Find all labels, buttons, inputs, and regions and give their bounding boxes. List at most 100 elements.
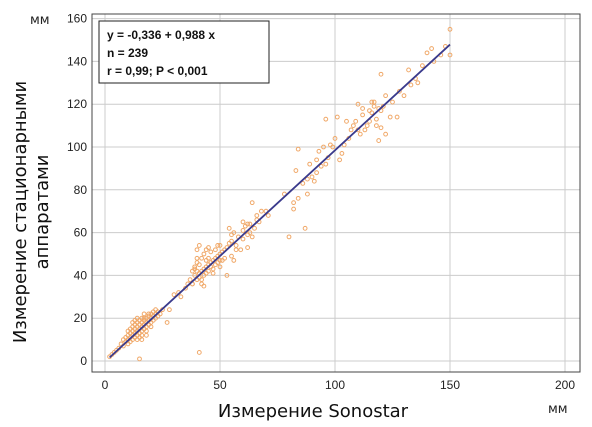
data-point (201, 251, 207, 257)
grid (92, 14, 580, 372)
data-point (390, 99, 395, 105)
data-point (206, 245, 211, 250)
y-tick-label: 0 (80, 354, 87, 368)
data-point (217, 243, 223, 248)
x-unit-label: мм (548, 402, 568, 417)
data-point (210, 270, 216, 276)
data-point (240, 228, 246, 233)
data-point (141, 315, 147, 321)
data-point (265, 213, 271, 218)
data-point (408, 82, 414, 88)
data-point (369, 110, 375, 116)
data-point (125, 328, 131, 334)
data-point (194, 255, 200, 261)
x-tick-label: 50 (213, 378, 227, 392)
data-point (127, 339, 133, 345)
data-point (307, 161, 313, 167)
data-point (134, 315, 140, 321)
data-point (305, 176, 310, 182)
stats-n: n = 239 (107, 46, 148, 60)
x-tick-label: 0 (102, 378, 109, 392)
data-point (424, 50, 430, 56)
data-point (233, 247, 239, 253)
y-axis-title: Измерение стационарными аппаратами (10, 81, 53, 343)
data-point (196, 262, 202, 268)
data-point (233, 243, 239, 248)
data-point (406, 67, 412, 73)
data-point (311, 178, 317, 184)
data-point (153, 307, 159, 313)
x-axis-title: Измерение Sonostar (218, 401, 409, 422)
data-point (291, 200, 297, 206)
data-point (369, 99, 375, 105)
data-point (318, 163, 324, 169)
y-axis-ticks: 0 20 40 60 80 100 120 140 160 (67, 12, 87, 368)
data-point (447, 26, 453, 32)
data-point (447, 52, 453, 58)
data-point (238, 247, 244, 253)
data-point (229, 253, 234, 259)
data-point (387, 114, 393, 120)
data-point (309, 174, 315, 180)
data-point (164, 320, 170, 325)
data-point (192, 273, 198, 278)
data-point (217, 258, 223, 263)
data-point (249, 234, 255, 240)
data-point (196, 350, 202, 355)
data-point (330, 144, 336, 150)
data-point (148, 324, 154, 330)
data-point (355, 101, 361, 107)
data-point (415, 80, 421, 86)
data-point (229, 238, 234, 244)
data-point (208, 249, 214, 255)
data-point (213, 247, 218, 253)
data-point (383, 131, 389, 137)
data-point (167, 307, 172, 313)
data-point (178, 294, 184, 300)
data-point (364, 123, 370, 128)
y-tick-label: 80 (74, 183, 88, 197)
x-tick-label: 200 (555, 378, 575, 392)
y-tick-label: 160 (67, 12, 87, 26)
y-tick-label: 140 (67, 54, 87, 68)
data-point (397, 88, 402, 94)
data-point (337, 157, 343, 163)
data-point (429, 46, 435, 51)
y-tick-label: 40 (74, 268, 88, 282)
data-point (245, 245, 251, 250)
data-point (144, 332, 149, 338)
data-point (231, 258, 237, 263)
data-point (351, 123, 356, 128)
data-point (321, 144, 326, 150)
data-point (226, 225, 232, 231)
y-tick-label: 60 (74, 226, 88, 240)
data-point (371, 99, 377, 105)
data-point (183, 285, 188, 291)
data-point (187, 277, 193, 283)
data-point (305, 191, 310, 197)
data-point (134, 337, 140, 343)
y-tick-label: 100 (67, 140, 87, 154)
data-point (300, 180, 306, 186)
y-tick-label: 20 (74, 311, 88, 325)
data-point (137, 356, 142, 362)
stats-box-frame (98, 20, 270, 84)
data-point (314, 157, 320, 163)
data-point (357, 131, 363, 137)
data-point (249, 200, 255, 206)
data-point (360, 112, 366, 118)
data-point (360, 106, 366, 111)
data-point (344, 118, 349, 124)
data-point (196, 243, 202, 248)
data-point (247, 221, 253, 227)
data-point (293, 168, 299, 173)
plot-frame (91, 13, 581, 373)
data-point (254, 213, 260, 218)
data-point (259, 208, 264, 214)
x-tick-label: 100 (325, 378, 345, 392)
data-point (291, 206, 297, 212)
regression-line (108, 43, 451, 359)
stats-box: y = -0,336 + 0,988 x n = 239 r = 0,99; P… (98, 20, 270, 84)
x-tick-label: 150 (440, 378, 460, 392)
